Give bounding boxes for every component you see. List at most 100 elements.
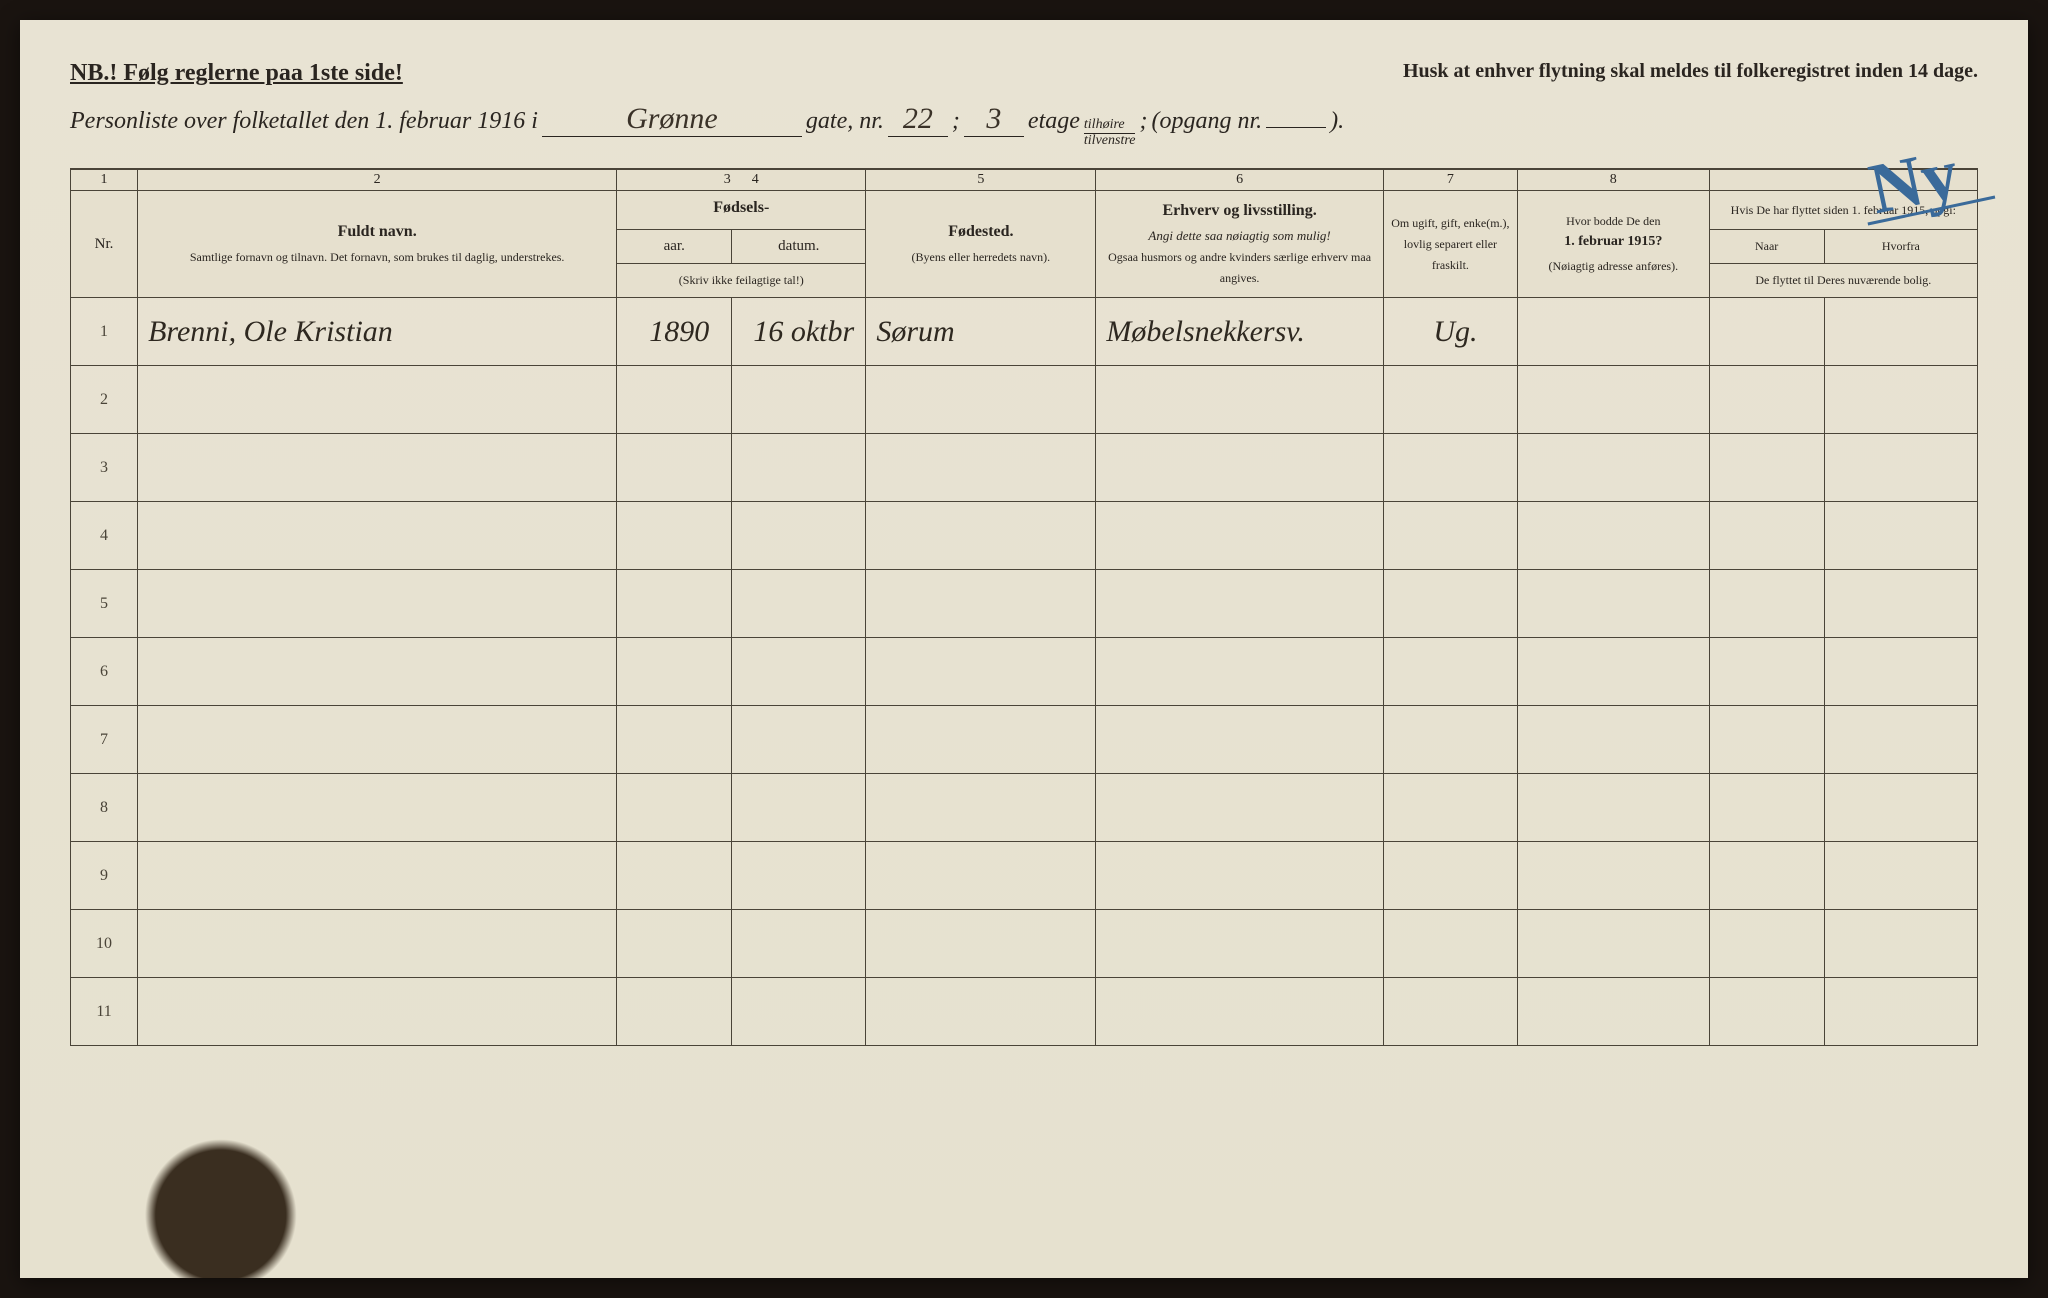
cell-ugift	[1383, 502, 1517, 570]
cell-bodde	[1517, 298, 1709, 366]
col-flyt-sub: De flyttet til Deres nuværende bolig.	[1709, 264, 1977, 298]
cell-navn	[138, 978, 617, 1046]
cell-naar	[1709, 638, 1824, 706]
table-row: 5	[71, 570, 1978, 638]
etage-value: 3	[964, 102, 1024, 137]
census-form-page: NB.! Følg reglerne paa 1ste side! Husk a…	[20, 20, 2028, 1278]
row-number: 11	[71, 978, 138, 1046]
col-fodsels-header: Fødsels-	[617, 191, 866, 230]
cell-datum	[732, 706, 866, 774]
personliste-prefix: Personliste over folketallet den 1. febr…	[70, 108, 538, 135]
col-erhverv-header: Erhverv og livsstilling. Angi dette saa …	[1096, 191, 1383, 298]
nb-notice: NB.! Følg reglerne paa 1ste side!	[70, 60, 403, 87]
row-number: 9	[71, 842, 138, 910]
cell-erhverv	[1096, 638, 1383, 706]
cell-datum	[732, 774, 866, 842]
cell-fodested	[866, 434, 1096, 502]
row-number: 4	[71, 502, 138, 570]
cell-aar	[617, 366, 732, 434]
cell-hvorfra	[1824, 434, 1977, 502]
cell-hvorfra	[1824, 774, 1977, 842]
col-fodested-header: Fødested. (Byens eller herredets navn).	[866, 191, 1096, 298]
cell-bodde	[1517, 978, 1709, 1046]
side-fraction: tilhøire tilvenstre	[1084, 118, 1136, 148]
cell-navn	[138, 706, 617, 774]
table-row: 9	[71, 842, 1978, 910]
gate-label: gate, nr.	[806, 108, 884, 135]
cell-fodested	[866, 842, 1096, 910]
col-nr-header: Nr.	[71, 191, 138, 298]
cell-datum	[732, 978, 866, 1046]
cell-fodested	[866, 774, 1096, 842]
opgang-value	[1266, 127, 1326, 128]
cell-navn	[138, 910, 617, 978]
cell-aar	[617, 434, 732, 502]
cell-naar	[1709, 434, 1824, 502]
etage-label: etage	[1028, 108, 1080, 135]
colnum-34: 3 4	[617, 169, 866, 191]
cell-aar	[617, 570, 732, 638]
table-row: 6	[71, 638, 1978, 706]
cell-naar	[1709, 978, 1824, 1046]
cell-bodde	[1517, 366, 1709, 434]
table-body: 1 Brenni, Ole Kristian 1890 16 oktbr Sør…	[71, 298, 1978, 1046]
cell-fodested	[866, 570, 1096, 638]
cell-ugift	[1383, 706, 1517, 774]
column-numbers-row: 1 2 3 4 5 6 7 8	[71, 169, 1978, 191]
col-flyt-header: Hvis De har flyttet siden 1. februar 191…	[1709, 191, 1977, 230]
cell-erhverv	[1096, 842, 1383, 910]
cell-datum	[732, 434, 866, 502]
colnum-7: 7	[1383, 169, 1517, 191]
col-bodde-header: Hvor bodde De den 1. februar 1915? (Nøia…	[1517, 191, 1709, 298]
colnum-blank	[1709, 169, 1977, 191]
cell-erhverv	[1096, 774, 1383, 842]
table-row: 10	[71, 910, 1978, 978]
cell-aar: 1890	[617, 298, 732, 366]
cell-navn	[138, 774, 617, 842]
cell-ugift	[1383, 978, 1517, 1046]
cell-navn	[138, 434, 617, 502]
cell-navn	[138, 570, 617, 638]
cell-naar	[1709, 842, 1824, 910]
row-number: 10	[71, 910, 138, 978]
cell-erhverv: Møbelsnekkersv.	[1096, 298, 1383, 366]
cell-ugift	[1383, 842, 1517, 910]
cell-naar	[1709, 774, 1824, 842]
husk-notice: Husk at enhver flytning skal meldes til …	[1403, 60, 1978, 87]
col-ugift-header: Om ugift, gift, enke(m.), lovlig separer…	[1383, 191, 1517, 298]
cell-erhverv	[1096, 502, 1383, 570]
cell-bodde	[1517, 434, 1709, 502]
cell-datum	[732, 842, 866, 910]
table-row: 1 Brenni, Ole Kristian 1890 16 oktbr Sør…	[71, 298, 1978, 366]
cell-bodde	[1517, 638, 1709, 706]
cell-hvorfra	[1824, 366, 1977, 434]
nr-value: 22	[888, 102, 948, 137]
header-top: NB.! Følg reglerne paa 1ste side! Husk a…	[70, 60, 1978, 87]
cell-navn	[138, 638, 617, 706]
header-row-1: Nr. Fuldt navn. Samtlige fornavn og tiln…	[71, 191, 1978, 230]
colnum-5: 5	[866, 169, 1096, 191]
cell-ugift	[1383, 434, 1517, 502]
cell-datum	[732, 910, 866, 978]
cell-navn: Brenni, Ole Kristian	[138, 298, 617, 366]
census-table: 1 2 3 4 5 6 7 8 Nr. Fuldt navn. Samtlige…	[70, 168, 1978, 1046]
semicolon: ;	[952, 108, 960, 135]
table-row: 11	[71, 978, 1978, 1046]
cell-naar	[1709, 910, 1824, 978]
cell-hvorfra	[1824, 570, 1977, 638]
cell-aar	[617, 978, 732, 1046]
cell-naar	[1709, 706, 1824, 774]
fraction-top: tilhøire	[1084, 118, 1136, 134]
cell-naar	[1709, 502, 1824, 570]
cell-hvorfra	[1824, 638, 1977, 706]
cell-hvorfra	[1824, 298, 1977, 366]
cell-ugift	[1383, 366, 1517, 434]
cell-fodested	[866, 502, 1096, 570]
table-row: 2	[71, 366, 1978, 434]
cell-hvorfra	[1824, 978, 1977, 1046]
cell-hvorfra	[1824, 842, 1977, 910]
col-aar-header: aar.	[617, 230, 732, 264]
cell-fodested: Sørum	[866, 298, 1096, 366]
cell-bodde	[1517, 842, 1709, 910]
cell-datum	[732, 638, 866, 706]
